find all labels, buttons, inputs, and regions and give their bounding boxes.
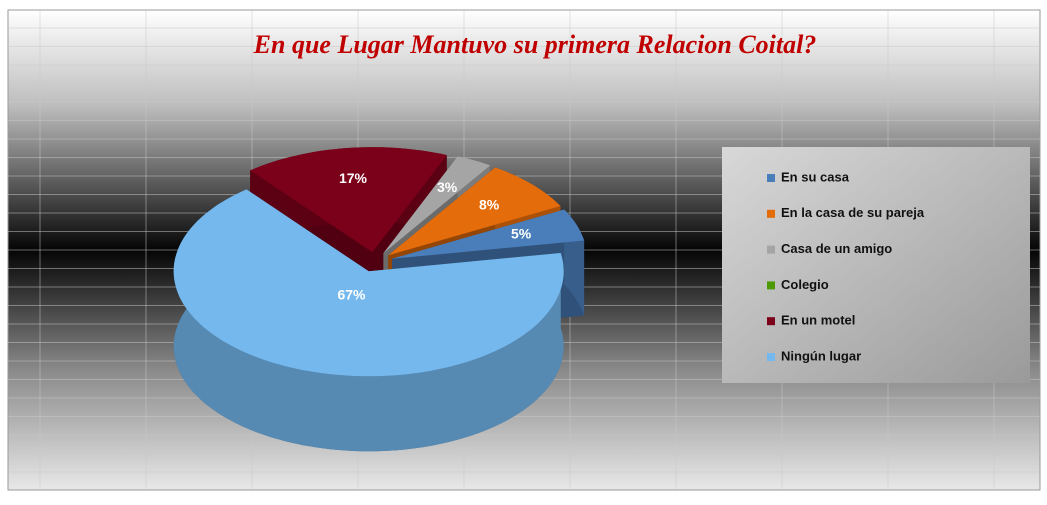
pie-slice <box>250 147 447 253</box>
pie-slice <box>383 156 491 254</box>
pie-slice <box>392 209 585 259</box>
data-label: 8% <box>479 196 500 212</box>
legend-swatch <box>767 209 775 218</box>
legend-label: En su casa <box>781 169 850 184</box>
pie-side <box>173 189 564 452</box>
chart-title: En que Lugar Mantuvo su primera Relacion… <box>253 30 817 59</box>
legend-label: Ningún lugar <box>781 348 861 363</box>
legend-swatch <box>767 317 775 326</box>
legend-label: Colegio <box>781 277 829 292</box>
legend-label: En la casa de su pareja <box>781 205 925 220</box>
legend-swatch <box>767 245 775 254</box>
pie-slice <box>388 167 561 256</box>
legend-label: En un motel <box>781 313 855 328</box>
data-label: 5% <box>511 226 532 242</box>
data-label: 17% <box>339 170 368 186</box>
legend-label: Casa de un amigo <box>781 241 892 256</box>
data-label: 67% <box>337 287 366 303</box>
legend-swatch <box>767 353 775 361</box>
data-label: 3% <box>437 179 458 195</box>
legend-swatch <box>767 174 775 182</box>
pie-slice <box>173 189 564 377</box>
legend <box>722 147 1030 383</box>
legend-swatch <box>767 281 775 290</box>
